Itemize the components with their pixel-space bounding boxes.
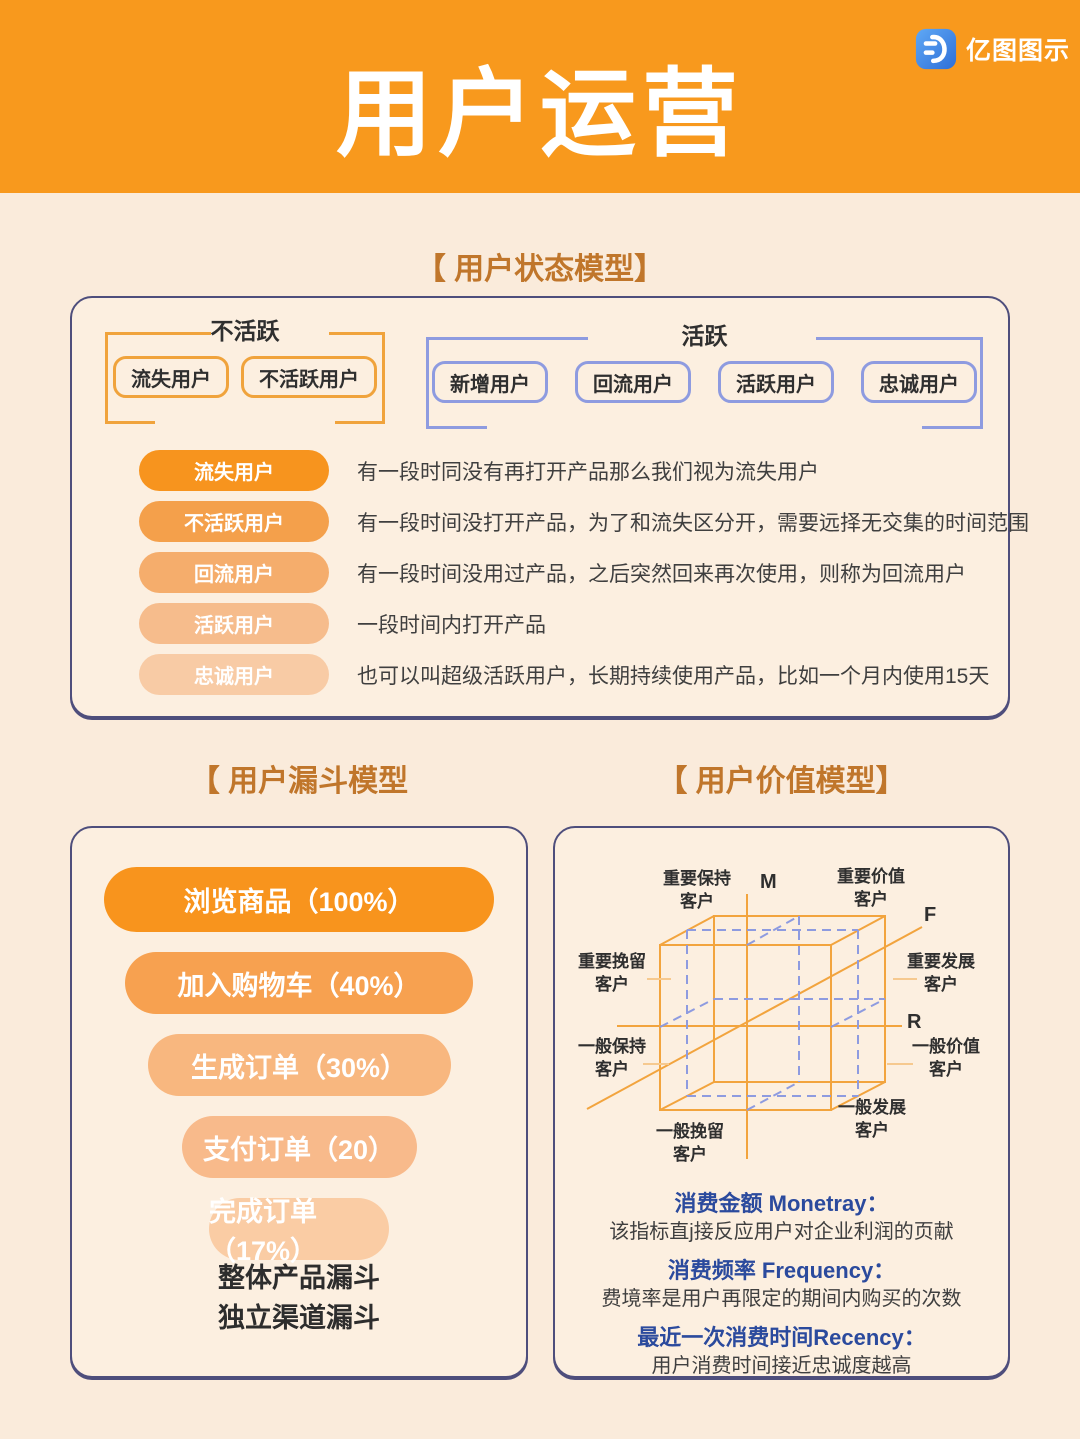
inactive-buttons-row: 流失用户 不活跃用户 (105, 356, 385, 398)
legend-pill: 忠诚用户 (139, 654, 329, 695)
legend-row-returning: 回流用户 有一段时间没用过产品，之后突然回来再次使用，则称为回流用户 (139, 552, 988, 593)
funnel-footer-line1: 整体产品漏斗 (218, 1263, 380, 1293)
active-group-label: 活跃 (681, 323, 728, 349)
brand-name: 亿图图示 (965, 37, 1070, 65)
axis-label-m: M (760, 871, 777, 893)
legend-row-active: 活跃用户 一段时间内打开产品 (139, 603, 988, 644)
header: 用户运营 亿图图示 (0, 0, 1080, 193)
legend-desc: 有一段时间没打开产品，为了和流失区分开，需要远择无交集的时间范围 (357, 511, 1029, 535)
funnel-footer-line2: 独立渠道漏斗 (218, 1303, 380, 1333)
section-title-value-model: 【 用户价值模型】 (657, 765, 906, 798)
rfm-cube-diagram: 重要保持 客户 重要价值 客户 重要挽留 客户 重要发展 客户 一般保持 客户 … (555, 828, 1012, 1178)
funnel-stage-complete-order: 完成订单（17%） (209, 1197, 389, 1266)
note-body: 该指标直j接反应用户对企业利润的页献 (609, 1221, 954, 1243)
axis-label-f: F (924, 904, 937, 926)
funnel-footer: 整体产品漏斗 独立渠道漏斗 (72, 1258, 526, 1338)
note-heading: 消费金额 Monetray： (674, 1191, 889, 1216)
note-recency: 最近一次消费时间Recency： 用户消费时间接近忠诚度越高 (555, 1324, 1008, 1379)
page-title: 用户运营 (336, 61, 744, 168)
new-user-button: 新增用户 (432, 361, 548, 403)
inactive-group-bracket: 不活跃 流失用户 不活跃用户 (105, 318, 385, 424)
loyal-user-button: 忠诚用户 (861, 361, 977, 403)
user-value-model-panel: 重要保持 客户 重要价值 客户 重要挽留 客户 重要发展 客户 一般保持 客户 … (553, 826, 1010, 1378)
returning-user-button: 回流用户 (575, 361, 691, 403)
rfm-cube-wireframe (586, 894, 923, 1159)
funnel: 浏览商品（100%） 加入购物车（40%） 生成订单（30%） 支付订单（20）… (72, 867, 526, 1266)
legend-desc: 有一段时同没有再打开产品那么我们视为流失用户 (357, 460, 819, 484)
legend-pill: 流失用户 (139, 450, 329, 491)
funnel-stage-pay-order: 支付订单（20） (181, 1116, 417, 1178)
label-general-develop-customers: 一般发展 客户 (838, 1098, 906, 1140)
user-funnel-model-panel: 浏览商品（100%） 加入购物车（40%） 生成订单（30%） 支付订单（20）… (70, 826, 528, 1378)
funnel-stage-add-to-cart: 加入购物车（40%） (125, 952, 473, 1014)
legend-row-inactive: 不活跃用户 有一段时间没打开产品，为了和流失区分开，需要远择无交集的时间范围 (139, 501, 1029, 542)
funnel-stage-browse: 浏览商品（100%） (104, 867, 494, 932)
user-state-model-panel: 不活跃 流失用户 不活跃用户 活跃 新增用户 回流用户 活跃用户 忠诚用户 流失… (70, 296, 1029, 718)
note-body: 用户消费时间接近忠诚度越高 (651, 1355, 912, 1377)
inactive-user-button: 不活跃用户 (241, 356, 377, 398)
section-title-user-state-model: 【 用户状态模型】 (415, 253, 665, 286)
state-legend: 流失用户 有一段时同没有再打开产品那么我们视为流失用户 不活跃用户 有一段时间没… (139, 450, 1029, 705)
legend-desc: 一段时间内打开产品 (357, 613, 546, 637)
legend-pill: 不活跃用户 (139, 501, 329, 542)
legend-row-loyal: 忠诚用户 也可以叫超级活跃用户，长期持续使用产品，比如一个月内使用15天 (139, 654, 990, 695)
brand: 亿图图示 (915, 28, 1070, 70)
legend-desc: 也可以叫超级活跃用户，长期持续使用产品，比如一个月内使用15天 (357, 664, 990, 688)
active-buttons-row: 新增用户 回流用户 活跃用户 忠诚用户 (426, 361, 983, 403)
rfm-notes: 消费金额 Monetray： 该指标直j接反应用户对企业利润的页献 消费频率 F… (555, 1190, 1008, 1391)
inactive-group-label: 不活跃 (210, 318, 280, 344)
note-heading: 最近一次消费时间Recency： (637, 1325, 926, 1350)
label-general-retain-customers: 一般挽留 客户 (656, 1122, 724, 1164)
funnel-stage-create-order: 生成订单（30%） (147, 1034, 451, 1096)
label-important-value-customers: 重要价值 客户 (837, 867, 905, 909)
label-general-keep-customers: 一般保持 客户 (578, 1037, 646, 1079)
label-important-retain-customers: 重要挽留 客户 (578, 952, 646, 994)
section-title-funnel-model: 【 用户漏斗模型 (189, 765, 409, 798)
legend-desc: 有一段时间没用过产品，之后突然回来再次使用，则称为回流用户 (357, 562, 966, 586)
edraw-logo-icon (915, 28, 957, 70)
active-group-bracket: 活跃 新增用户 回流用户 活跃用户 忠诚用户 (426, 323, 983, 429)
note-body: 费境率是用户再限定的期间内购买的次数 (601, 1288, 962, 1310)
active-user-button: 活跃用户 (718, 361, 834, 403)
axis-label-r: R (907, 1011, 922, 1033)
legend-pill: 活跃用户 (139, 603, 329, 644)
note-frequency: 消费频率 Frequency： 费境率是用户再限定的期间内购买的次数 (555, 1257, 1008, 1312)
label-general-value-customers: 一般价值 客户 (912, 1037, 980, 1079)
churned-user-button: 流失用户 (113, 356, 229, 398)
note-heading: 消费频率 Frequency： (667, 1258, 896, 1283)
legend-row-churned: 流失用户 有一段时同没有再打开产品那么我们视为流失用户 (139, 450, 988, 491)
legend-pill: 回流用户 (139, 552, 329, 593)
label-important-develop-customers: 重要发展 客户 (907, 952, 975, 994)
label-important-keep-customers: 重要保持 客户 (663, 869, 731, 911)
note-monetary: 消费金额 Monetray： 该指标直j接反应用户对企业利润的页献 (555, 1190, 1008, 1245)
